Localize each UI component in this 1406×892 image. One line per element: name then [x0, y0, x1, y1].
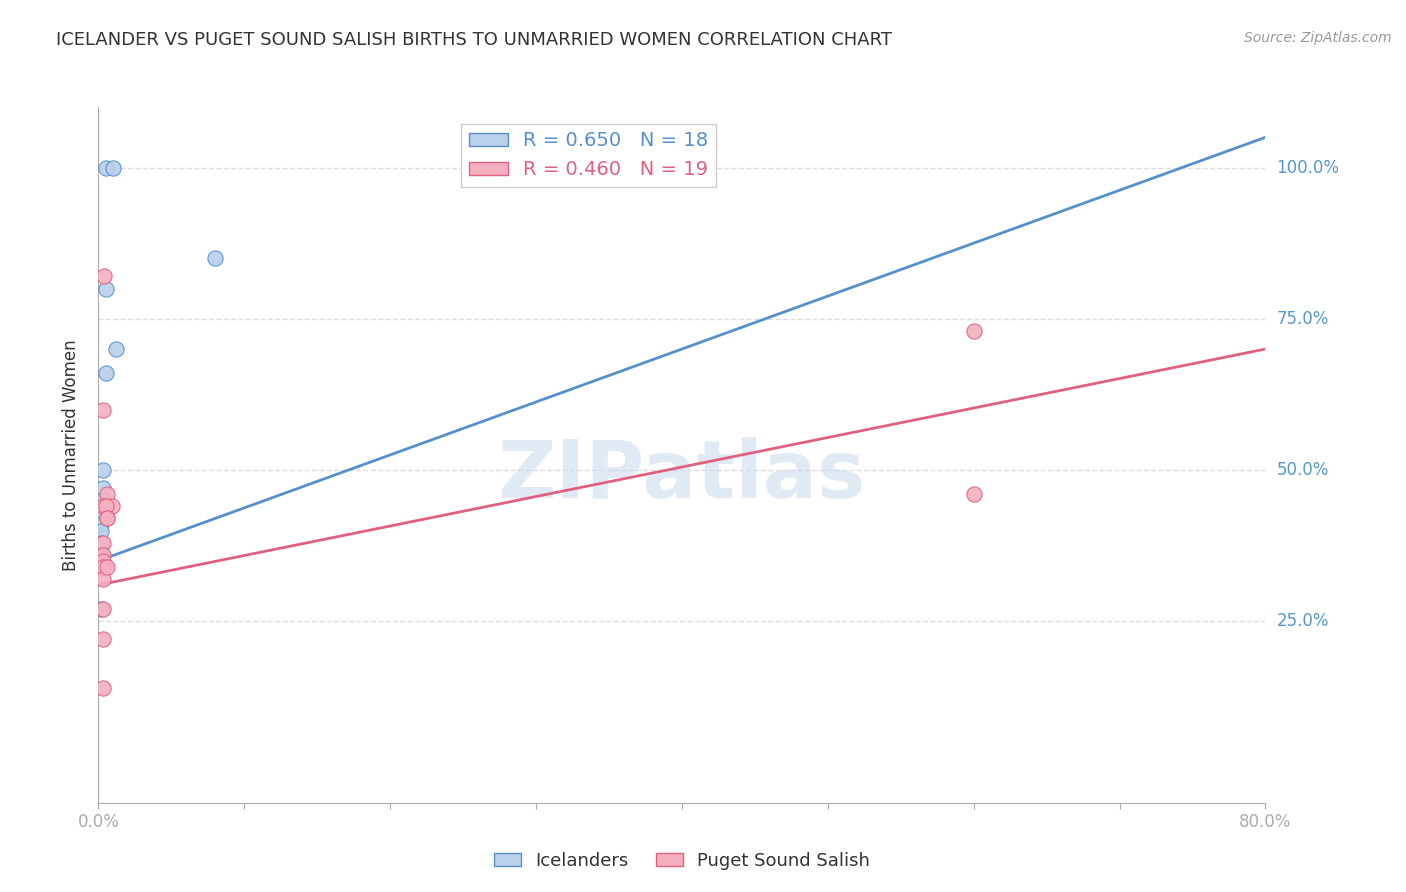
- Point: [91, 481, 114, 495]
- Point: [962, 324, 984, 338]
- Point: [91, 402, 114, 417]
- Point: [90, 548, 112, 562]
- Point: [204, 252, 226, 266]
- Text: 75.0%: 75.0%: [1277, 310, 1329, 327]
- Text: 50.0%: 50.0%: [1277, 461, 1329, 479]
- Point: [101, 161, 124, 175]
- Point: [90, 535, 112, 549]
- Point: [91, 493, 114, 508]
- Text: ZIPatlas: ZIPatlas: [498, 437, 866, 515]
- Y-axis label: Births to Unmarried Women: Births to Unmarried Women: [62, 339, 80, 571]
- Point: [91, 632, 114, 647]
- Text: 100.0%: 100.0%: [1277, 159, 1340, 177]
- Point: [96, 511, 118, 525]
- Point: [90, 602, 112, 616]
- Point: [90, 559, 112, 574]
- Point: [91, 463, 114, 477]
- Point: [91, 548, 114, 562]
- Text: 25.0%: 25.0%: [1277, 612, 1329, 631]
- Point: [90, 524, 112, 538]
- Point: [962, 487, 984, 501]
- Point: [93, 269, 115, 284]
- Point: [96, 487, 118, 501]
- Point: [91, 554, 114, 568]
- Point: [94, 500, 117, 514]
- Point: [104, 342, 127, 356]
- Point: [93, 500, 115, 514]
- Point: [96, 511, 118, 525]
- Point: [91, 559, 114, 574]
- Point: [90, 517, 112, 532]
- Point: [91, 572, 114, 586]
- Text: Source: ZipAtlas.com: Source: ZipAtlas.com: [1244, 31, 1392, 45]
- Point: [94, 366, 117, 380]
- Point: [90, 511, 112, 525]
- Text: ICELANDER VS PUGET SOUND SALISH BIRTHS TO UNMARRIED WOMEN CORRELATION CHART: ICELANDER VS PUGET SOUND SALISH BIRTHS T…: [56, 31, 893, 49]
- Point: [94, 161, 117, 175]
- Point: [94, 281, 117, 295]
- Point: [100, 500, 122, 514]
- Point: [91, 602, 114, 616]
- Legend: Icelanders, Puget Sound Salish: Icelanders, Puget Sound Salish: [486, 845, 877, 877]
- Point: [91, 500, 114, 514]
- Point: [91, 681, 114, 695]
- Point: [91, 511, 114, 525]
- Point: [96, 559, 118, 574]
- Point: [91, 535, 114, 549]
